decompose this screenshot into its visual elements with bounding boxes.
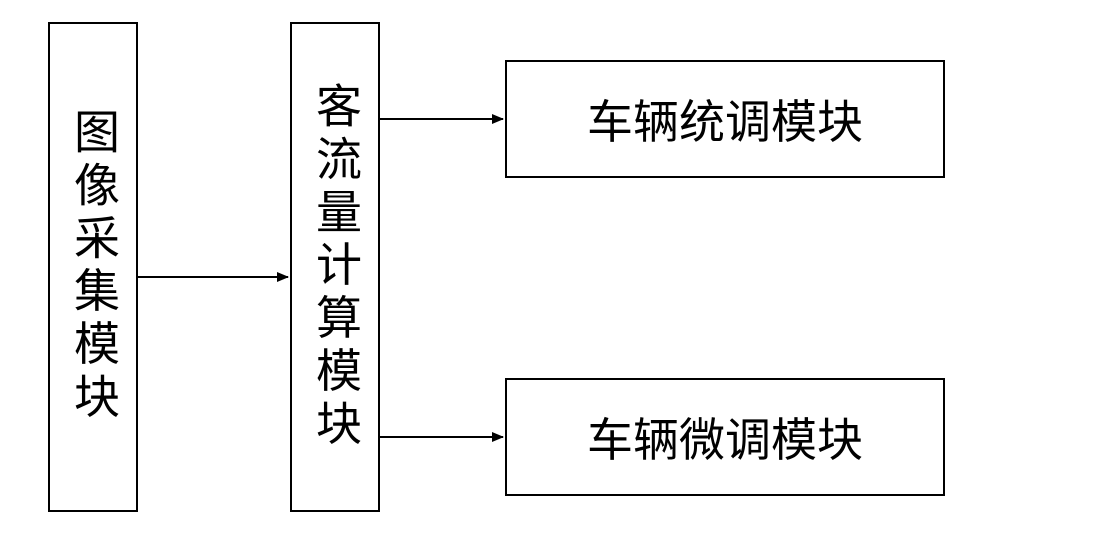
diagram-canvas: 图像采集模块 客流量计算模块 车辆统调模块 车辆微调模块 bbox=[0, 0, 1107, 554]
node-label: 图像采集模块 bbox=[60, 108, 126, 425]
node-passenger-flow-calc: 客流量计算模块 bbox=[290, 22, 380, 512]
node-label: 客流量计算模块 bbox=[302, 82, 368, 452]
node-label: 车辆统调模块 bbox=[587, 86, 863, 152]
node-label: 车辆微调模块 bbox=[587, 404, 863, 470]
node-vehicle-dispatch: 车辆统调模块 bbox=[505, 60, 945, 178]
node-image-acquisition: 图像采集模块 bbox=[48, 22, 138, 512]
node-vehicle-finetune: 车辆微调模块 bbox=[505, 378, 945, 496]
